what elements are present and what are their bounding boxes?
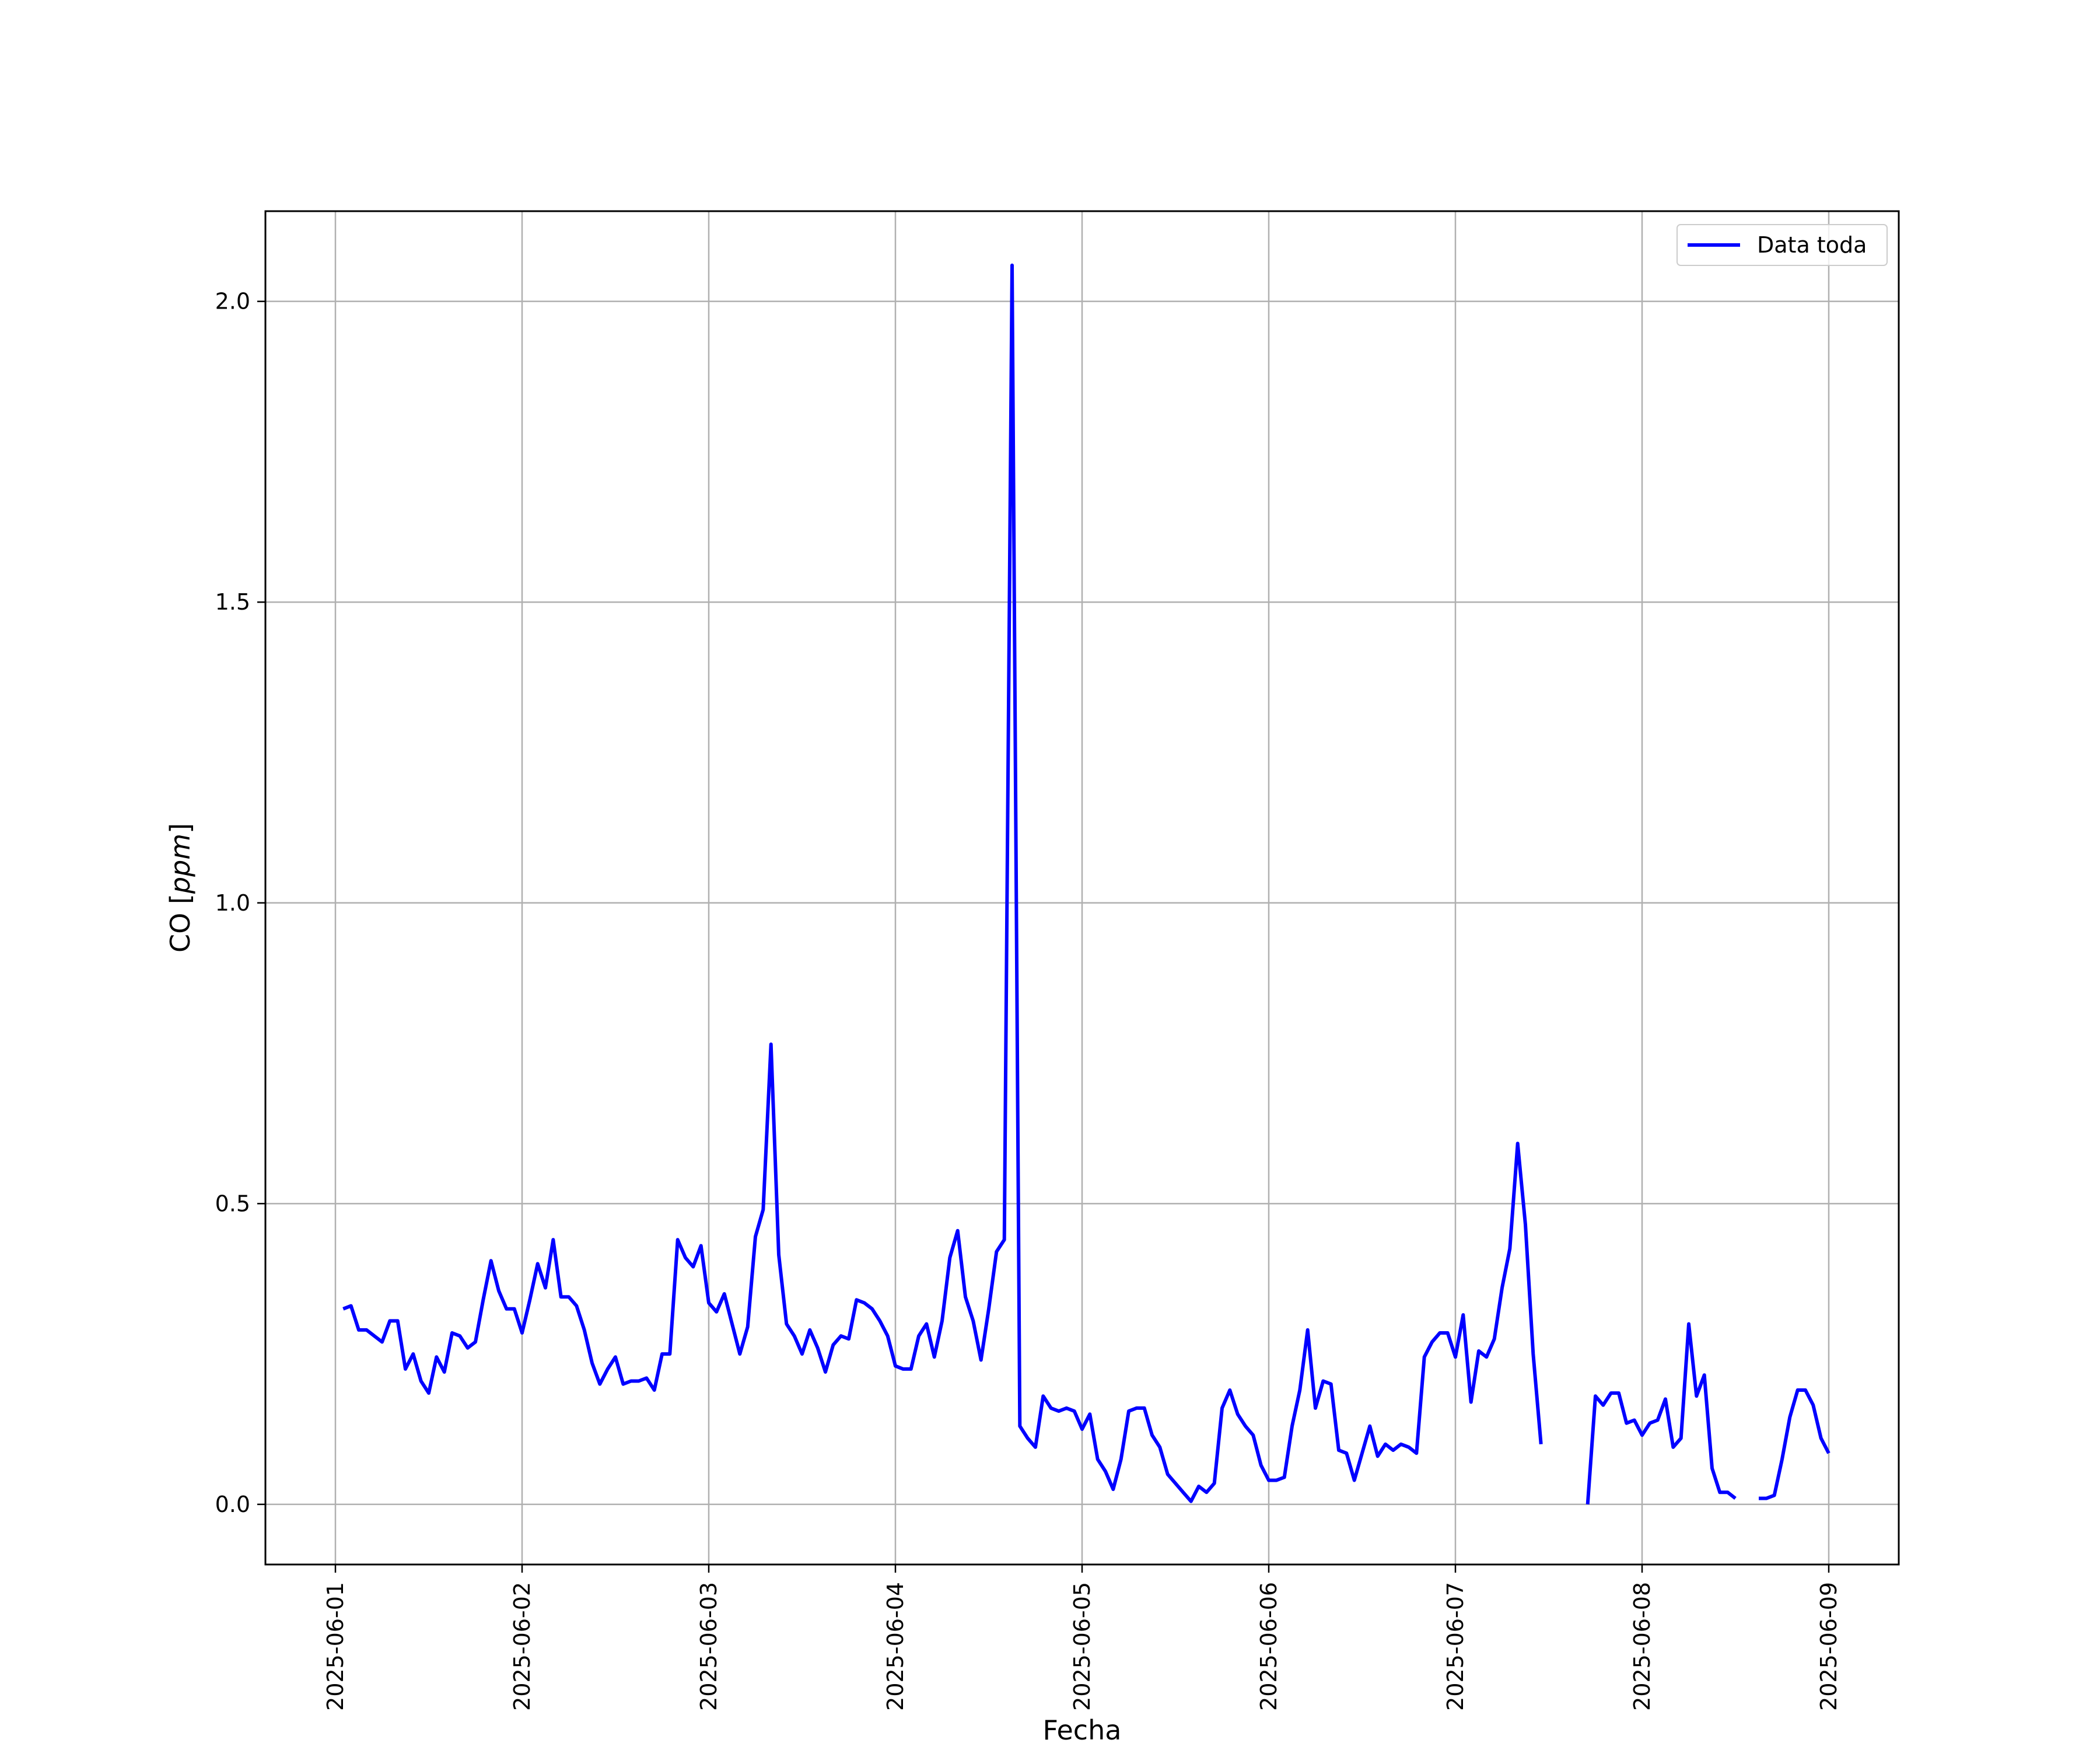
x-tick-label: 2025-06-03 xyxy=(696,1582,722,1711)
x-tick-label: 2025-06-09 xyxy=(1816,1582,1842,1711)
series-line-data-toda xyxy=(342,263,1831,1505)
x-axis-label: Fecha xyxy=(1043,1714,1122,1746)
y-tick-label: 1.5 xyxy=(215,589,250,615)
legend-box xyxy=(1676,224,1888,266)
grid-lines xyxy=(265,211,1899,1564)
y-tick-label: 2.0 xyxy=(215,289,250,314)
y-axis-label: CO [ppm] xyxy=(164,823,196,953)
legend: Data toda xyxy=(1676,224,1888,266)
x-axis: 2025-06-01 2025-06-02 2025-06-03 2025-06-04… xyxy=(323,1564,1842,1711)
y-axis-label-unit: ppm xyxy=(164,834,196,894)
y-tick-label: 0.0 xyxy=(215,1492,250,1517)
x-tick-label: 2025-06-04 xyxy=(883,1582,908,1711)
x-tick-label: 2025-06-01 xyxy=(323,1582,348,1711)
y-axis-label-close: ] xyxy=(164,823,196,834)
x-tick-label: 2025-06-07 xyxy=(1443,1582,1468,1711)
y-tick-label: 1.0 xyxy=(215,890,250,916)
x-tick-label: 2025-06-05 xyxy=(1069,1582,1095,1711)
y-axis: 0.0 0.5 1.0 1.5 2.0 xyxy=(215,289,265,1517)
x-tick-label: 2025-06-02 xyxy=(509,1582,535,1711)
series-layer xyxy=(342,263,1831,1505)
x-tick-label: 2025-06-08 xyxy=(1629,1582,1655,1711)
y-tick-label: 0.5 xyxy=(215,1191,250,1216)
x-tick-label: 2025-06-06 xyxy=(1256,1582,1282,1711)
y-axis-label-main: CO [ xyxy=(164,894,196,953)
legend-label-data-toda: Data toda xyxy=(1757,232,1867,258)
